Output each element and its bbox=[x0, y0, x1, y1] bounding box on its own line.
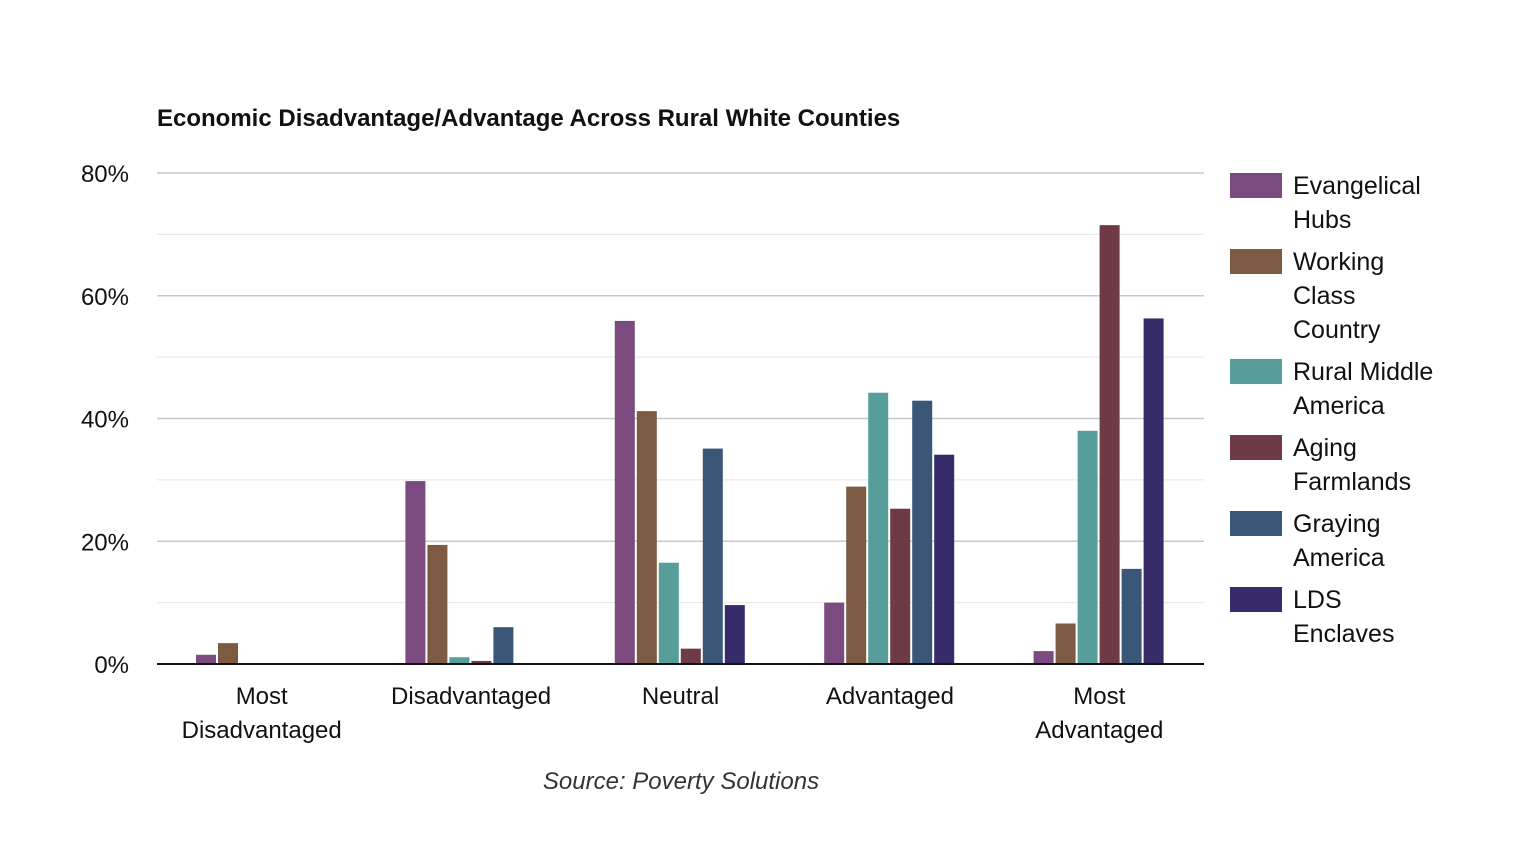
bar-graying-america-neutral bbox=[702, 448, 723, 664]
bar-rural-middle-america-advantaged bbox=[868, 392, 889, 664]
bar-lds-enclaves-most-advantaged bbox=[1143, 318, 1164, 664]
y-tick-label: 80% bbox=[81, 161, 129, 188]
x-tick-label: Most Disadvantaged bbox=[182, 683, 342, 744]
legend-item-aging-farmlands: Aging Farmlands bbox=[1230, 434, 1411, 496]
y-tick-label: 40% bbox=[81, 407, 129, 434]
legend-label: Graying America bbox=[1293, 510, 1385, 572]
bar-working-class-country-most-advantaged bbox=[1055, 623, 1076, 664]
legend-label: Rural Middle America bbox=[1293, 358, 1433, 420]
bar-aging-farmlands-disadvantaged bbox=[471, 660, 492, 664]
bar-rural-middle-america-neutral bbox=[658, 562, 679, 664]
bar-aging-farmlands-advantaged bbox=[890, 508, 911, 664]
grid-lines bbox=[157, 172, 1204, 604]
bar-evangelical-hubs-most-advantaged bbox=[1033, 651, 1054, 664]
y-axis-ticks: 0% 20% 40% 60% 80% bbox=[81, 161, 129, 679]
bar-working-class-country-neutral bbox=[636, 411, 657, 664]
legend-swatch bbox=[1230, 359, 1282, 384]
bar-graying-america-advantaged bbox=[912, 400, 933, 664]
bar-evangelical-hubs-disadvantaged bbox=[405, 481, 426, 664]
legend-swatch bbox=[1230, 511, 1282, 536]
legend-swatch bbox=[1230, 249, 1282, 274]
x-tick-label: Disadvantaged bbox=[391, 683, 551, 710]
bar-graying-america-most-advantaged bbox=[1121, 568, 1142, 664]
legend-label: LDS Enclaves bbox=[1293, 586, 1394, 648]
legend-swatch bbox=[1230, 173, 1282, 198]
x-tick-label: Neutral bbox=[642, 683, 719, 710]
legend-label: Working Class Country bbox=[1293, 248, 1384, 344]
bar-rural-middle-america-disadvantaged bbox=[449, 657, 470, 664]
bar-graying-america-disadvantaged bbox=[493, 627, 514, 664]
bars bbox=[196, 225, 1164, 664]
bar-aging-farmlands-neutral bbox=[680, 648, 701, 664]
legend-swatch bbox=[1230, 587, 1282, 612]
chart-title: Economic Disadvantage/Advantage Across R… bbox=[157, 105, 900, 132]
bar-evangelical-hubs-advantaged bbox=[824, 602, 845, 664]
legend-label: Aging Farmlands bbox=[1293, 434, 1411, 496]
y-tick-label: 60% bbox=[81, 284, 129, 311]
bar-working-class-country-disadvantaged bbox=[427, 544, 448, 664]
bar-working-class-country-advantaged bbox=[846, 486, 867, 664]
bar-working-class-country-most-disadvantaged bbox=[218, 643, 238, 664]
legend-item-rural-middle-america: Rural Middle America bbox=[1230, 358, 1433, 420]
legend-swatch bbox=[1230, 435, 1282, 460]
legend-item-graying-america: Graying America bbox=[1230, 510, 1385, 572]
legend-label: Evangelical Hubs bbox=[1293, 172, 1421, 234]
bar-rural-middle-america-most-advantaged bbox=[1077, 430, 1098, 664]
x-tick-label: Most Advantaged bbox=[1035, 683, 1163, 744]
legend: Evangelical Hubs Working Class Country Rural … bbox=[1230, 172, 1433, 648]
bar-evangelical-hubs-most-disadvantaged bbox=[196, 654, 216, 664]
bar-aging-farmlands-most-advantaged bbox=[1099, 225, 1120, 664]
bar-lds-enclaves-advantaged bbox=[934, 454, 955, 664]
x-axis-ticks: Most Disadvantaged Disadvantaged Neutral Adv… bbox=[182, 683, 1164, 744]
x-tick-label: Advantaged bbox=[826, 683, 954, 710]
y-tick-label: 20% bbox=[81, 529, 129, 556]
y-tick-label: 0% bbox=[94, 652, 129, 679]
bar-evangelical-hubs-neutral bbox=[614, 320, 635, 664]
legend-item-working-class-country: Working Class Country bbox=[1230, 248, 1384, 344]
legend-item-evangelical-hubs: Evangelical Hubs bbox=[1230, 172, 1421, 234]
legend-item-lds-enclaves: LDS Enclaves bbox=[1230, 586, 1394, 648]
bar-lds-enclaves-neutral bbox=[724, 605, 745, 664]
source-note: Source: Poverty Solutions bbox=[543, 768, 819, 795]
